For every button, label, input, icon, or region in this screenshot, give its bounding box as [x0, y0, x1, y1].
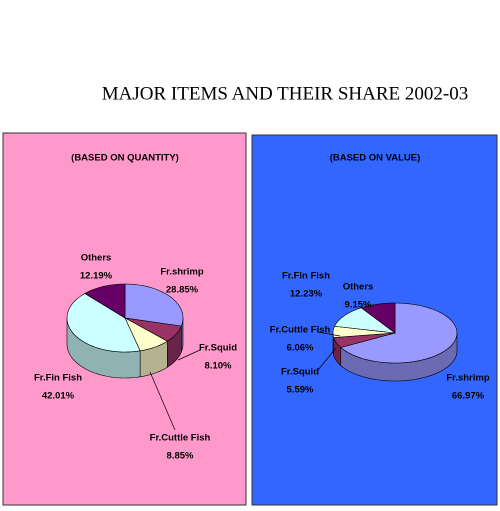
leader-line: [149, 371, 176, 431]
slice-label: Fr.Cuttle Fish: [150, 433, 211, 444]
slice-value-label: 9.15%: [345, 300, 372, 311]
pie-slice: [124, 283, 184, 327]
leader-line: [177, 349, 201, 361]
slice-label: Fr.shrimp: [160, 267, 203, 278]
pie-slice: [340, 302, 458, 364]
slice-label: Fr.Squid: [199, 343, 237, 354]
slice-value-label: 8.85%: [167, 451, 194, 462]
slice-label: Others: [81, 253, 112, 264]
main-title: MAJOR ITEMS AND THEIR SHARE 2002-03: [102, 83, 468, 104]
pie-slice: [84, 283, 126, 319]
slice-value-label: 6.06%: [287, 343, 314, 354]
subtitle: (BASED ON VALUE): [330, 153, 421, 164]
slice-label: Others: [343, 282, 374, 293]
pie-slice: [124, 317, 168, 352]
slice-label: Fr.Squid: [281, 367, 319, 378]
slice-label: Fr.Fin Fish: [34, 373, 82, 384]
slice-value-label: 66.97%: [452, 391, 485, 402]
pie-slice: [124, 317, 182, 342]
leader-line: [317, 331, 341, 337]
pie-slice: [332, 325, 396, 338]
subtitle: (BASED ON QUANTITY): [71, 153, 179, 164]
pie-slice: [360, 302, 396, 334]
pie-slice: [334, 307, 397, 334]
slice-value-label: 28.85%: [166, 285, 199, 296]
slice-value-label: 42.01%: [42, 391, 75, 402]
slice-value-label: 8.10%: [205, 361, 232, 372]
pie-slice: [66, 293, 141, 353]
slice-value-label: 12.19%: [80, 271, 113, 282]
slice-label: Fr.shrimp: [446, 373, 489, 384]
slice-value-label: 5.59%: [287, 385, 314, 396]
slice-label: Fr.Fin Fish: [282, 271, 330, 282]
slice-label: Fr.Cuttle Fish: [270, 325, 331, 336]
leader-line: [317, 347, 337, 371]
slice-value-label: 12.23%: [290, 289, 323, 300]
